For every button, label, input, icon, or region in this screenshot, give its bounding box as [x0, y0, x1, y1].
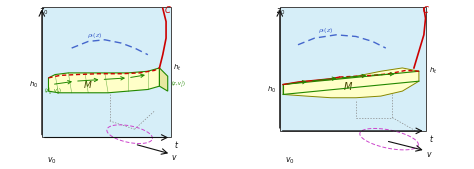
Polygon shape — [42, 7, 171, 138]
Polygon shape — [283, 68, 419, 98]
Text: $h_0$: $h_0$ — [29, 79, 38, 90]
Text: $v$: $v$ — [171, 153, 178, 162]
Text: $h_t$: $h_t$ — [173, 63, 181, 73]
Text: $z_0$: $z_0$ — [38, 7, 48, 17]
Text: $(z, v_t^j)$: $(z, v_t^j)$ — [171, 79, 186, 90]
Text: $M$: $M$ — [343, 80, 353, 92]
Text: $\rho_t(z)$: $\rho_t(z)$ — [87, 31, 102, 40]
Text: $C$: $C$ — [164, 4, 172, 16]
Text: $h_0$: $h_0$ — [267, 84, 276, 95]
Text: $t$: $t$ — [174, 139, 180, 150]
Text: $v_0$: $v_0$ — [47, 155, 56, 166]
Text: $v_0$: $v_0$ — [285, 155, 294, 166]
Text: $z_0$: $z_0$ — [276, 7, 286, 17]
Text: $\rho_t(z)$: $\rho_t(z)$ — [319, 26, 334, 35]
Polygon shape — [280, 7, 426, 131]
Text: $(z_0^j,v_0^j)$: $(z_0^j,v_0^j)$ — [45, 86, 63, 97]
Text: $t$: $t$ — [429, 132, 434, 143]
Polygon shape — [48, 68, 159, 93]
Text: $v$: $v$ — [426, 150, 432, 159]
Text: $h_t$: $h_t$ — [429, 66, 438, 76]
Polygon shape — [159, 68, 168, 91]
Text: $C$: $C$ — [421, 4, 429, 16]
Text: $M$: $M$ — [83, 79, 93, 90]
